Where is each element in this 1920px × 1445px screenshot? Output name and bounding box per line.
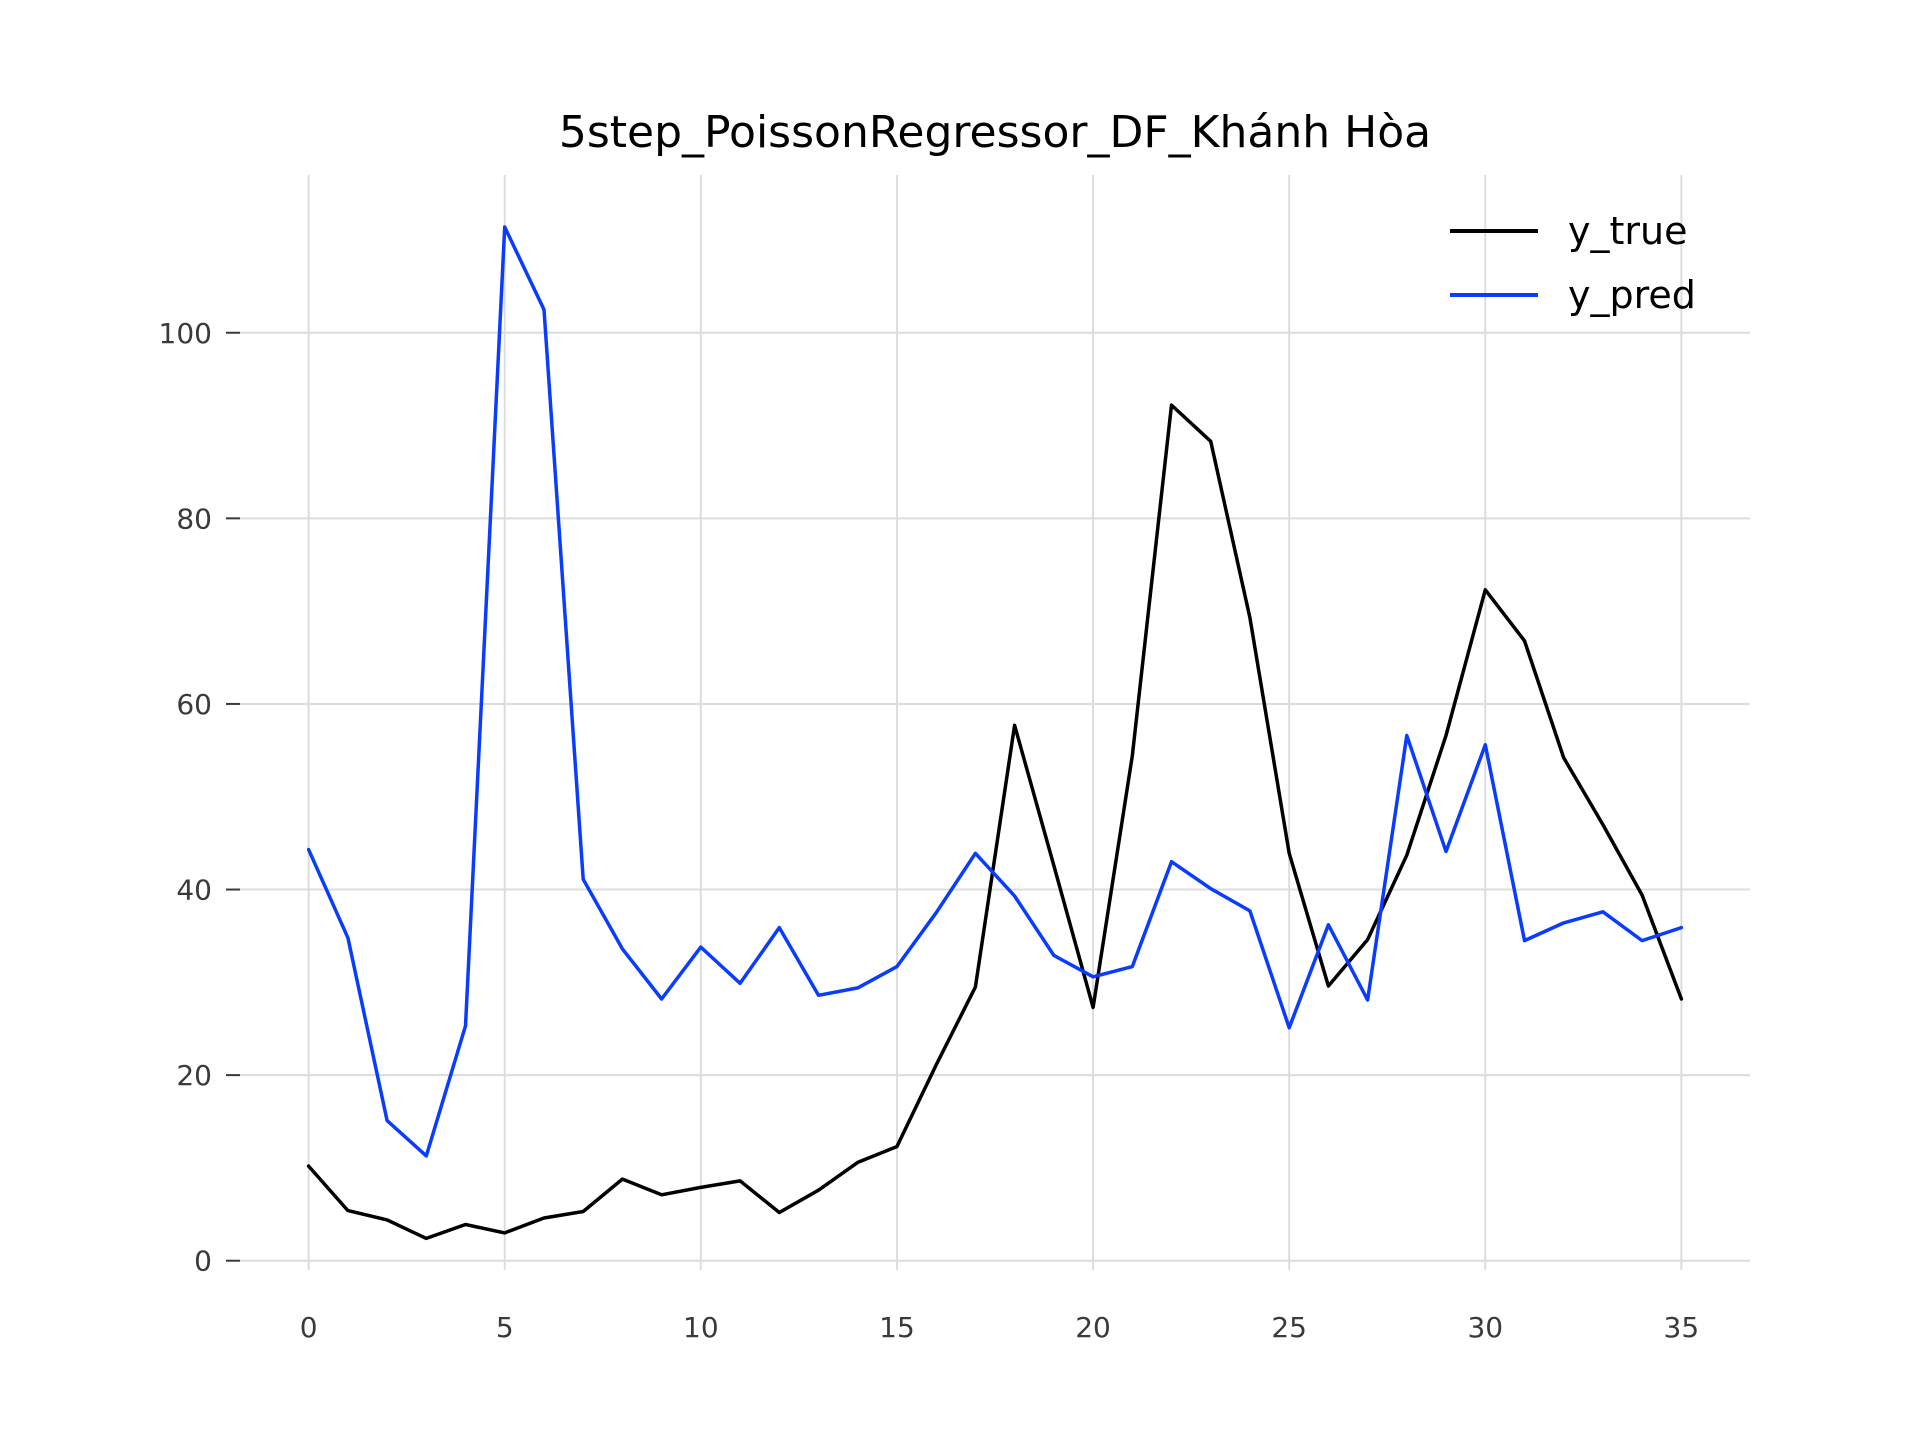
y-tick-label: 100 (159, 317, 212, 350)
y-tick-label: 40 (176, 874, 212, 907)
chart-title: 5step_PoissonRegressor_DF_Khánh Hòa (559, 107, 1431, 158)
data-series (306, 225, 1684, 1241)
series-line-y-pred (306, 225, 1684, 1158)
legend-label-y-true: y_true (1568, 209, 1687, 253)
y-tick-label: 80 (176, 502, 212, 535)
x-tick-label: 35 (1664, 1311, 1700, 1344)
legend-label-y-pred: y_pred (1568, 273, 1696, 317)
x-tick-label: 30 (1467, 1311, 1503, 1344)
legend: y_true y_pred (1450, 209, 1696, 317)
x-tick-label: 0 (300, 1311, 318, 1344)
y-tick-label: 20 (176, 1059, 212, 1092)
axes: 0 5 10 15 20 25 30 35 0 20 40 60 80 100 (159, 317, 1700, 1344)
y-tick-label: 0 (194, 1245, 212, 1278)
x-tick-label: 5 (496, 1311, 514, 1344)
x-tick-label: 15 (879, 1311, 915, 1344)
grid-lines (240, 175, 1750, 1270)
x-tick-label: 25 (1271, 1311, 1307, 1344)
y-tick-label: 60 (176, 688, 212, 721)
x-tick-label: 20 (1075, 1311, 1111, 1344)
series-line-y-true (306, 403, 1684, 1241)
x-tick-label: 10 (683, 1311, 719, 1344)
